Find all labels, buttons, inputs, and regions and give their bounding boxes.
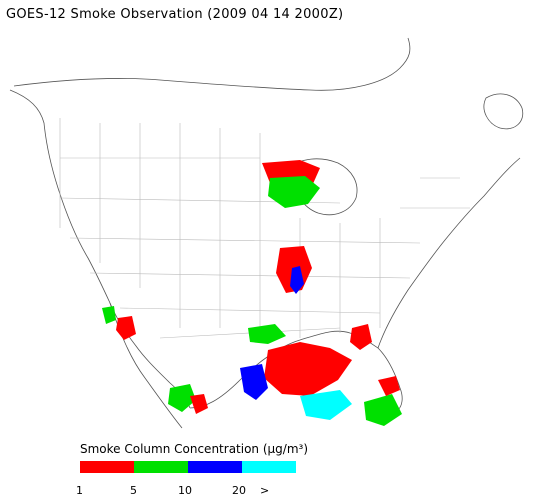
color-legend-bar: [80, 461, 296, 473]
smoke-patch-southwest-red: [116, 316, 136, 340]
legend-swatch-4: [242, 461, 296, 473]
legend-label-1: 1: [76, 484, 83, 497]
smoke-map: [9, 37, 524, 429]
smoke-patch-gulf-cyan: [300, 390, 352, 420]
smoke-patch-great-lakes-green: [268, 176, 320, 208]
state-boundaries-layer: [59, 118, 470, 339]
smoke-patch-mexico-green: [168, 384, 196, 412]
map-title: GOES-12 Smoke Observation (2009 04 14 20…: [6, 7, 344, 22]
legend-title: Smoke Column Concentration (µg/m³): [80, 442, 308, 456]
florida-outline: [377, 347, 403, 411]
canada-north-outline: [13, 37, 411, 91]
legend-swatch-1: [80, 461, 134, 473]
smoke-patch-southeast-red: [350, 324, 372, 350]
legend-label-20: 20: [232, 484, 246, 497]
smoke-patch-mississippi-blue: [290, 266, 304, 294]
coastline-layer: [9, 37, 524, 429]
legend-label-5: 5: [130, 484, 137, 497]
legend-label-10: 10: [178, 484, 192, 497]
east-coast-outline: [377, 157, 521, 349]
legend-swatch-3: [188, 461, 242, 473]
smoke-patch-caribbean-red: [378, 376, 400, 396]
smoke-patch-southwest-green: [102, 306, 116, 324]
newfoundland-outline: [483, 93, 524, 130]
smoke-observation-layer: [102, 160, 402, 426]
smoke-patch-gulf-red: [264, 342, 352, 396]
smoke-patch-mexico-red: [190, 394, 208, 414]
west-coast-outline: [9, 89, 191, 409]
legend-label-greater: >: [260, 484, 270, 497]
smoke-patch-gulf-blue: [240, 364, 268, 400]
legend-swatch-2: [134, 461, 188, 473]
great-lakes-outline: [289, 158, 358, 216]
smoke-patch-caribbean-green: [364, 394, 402, 426]
smoke-patch-gulf-green: [248, 324, 286, 344]
